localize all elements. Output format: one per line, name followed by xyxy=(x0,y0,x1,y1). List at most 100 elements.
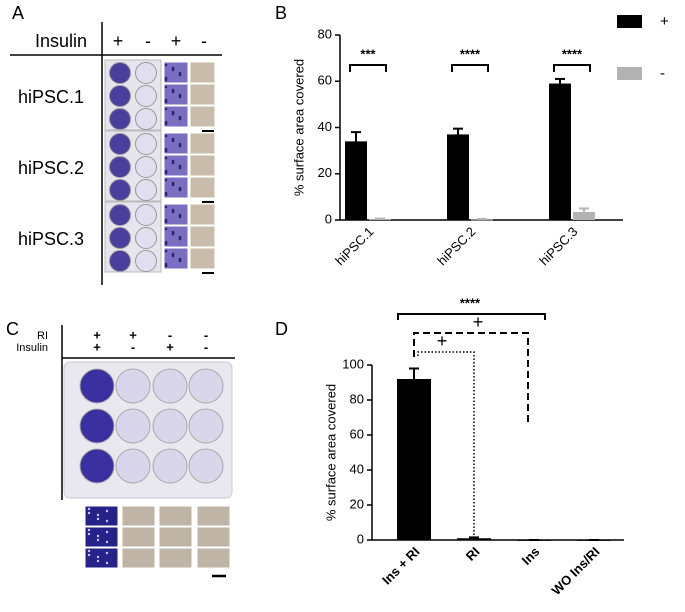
well xyxy=(109,250,131,272)
well xyxy=(115,408,151,444)
table-header: Insulin xyxy=(35,31,87,51)
cell-dot xyxy=(105,551,109,555)
cell-dot xyxy=(164,218,168,222)
y-tick-label: 0 xyxy=(357,531,364,546)
row-label: Insulin xyxy=(16,342,48,354)
micrograph xyxy=(84,505,119,527)
significance-label: + xyxy=(473,312,484,332)
panel-label: B xyxy=(275,3,287,23)
cell-dot xyxy=(87,532,91,536)
micrograph xyxy=(189,154,216,177)
well xyxy=(109,204,131,226)
column-sign: - xyxy=(204,339,208,354)
cell-dot xyxy=(171,66,175,70)
cell-dot xyxy=(171,208,175,212)
well xyxy=(135,227,157,249)
micrograph xyxy=(189,105,216,128)
micrograph xyxy=(163,176,189,199)
y-tick-label: 80 xyxy=(350,391,364,406)
micrograph xyxy=(196,505,231,527)
panel-label: C xyxy=(6,319,19,339)
bar xyxy=(397,379,431,540)
significance-bracket xyxy=(413,332,529,422)
micrograph xyxy=(121,526,156,548)
cell-dot xyxy=(178,93,182,97)
significance-bracket xyxy=(417,351,475,537)
bar xyxy=(447,134,469,220)
cell-dot xyxy=(178,235,182,239)
micrograph xyxy=(189,132,216,155)
column-sign: + xyxy=(166,339,174,354)
x-tick-label: WO Ins/RI xyxy=(549,544,603,598)
cell-dot xyxy=(178,115,182,119)
cell-dot xyxy=(105,561,109,565)
cell-dot xyxy=(164,107,168,111)
micrograph xyxy=(189,225,216,248)
bar xyxy=(345,141,367,220)
micrograph xyxy=(163,225,189,248)
well xyxy=(79,448,115,484)
significance-label: + xyxy=(437,331,448,351)
well xyxy=(152,408,188,444)
bar xyxy=(573,211,595,220)
micrograph xyxy=(84,526,119,548)
significance-bracket xyxy=(553,64,591,72)
cell-dot xyxy=(178,213,182,217)
well xyxy=(135,179,157,201)
row-label: hiPSC.1 xyxy=(18,87,84,107)
cell-dot xyxy=(178,257,182,261)
well xyxy=(109,179,131,201)
micrograph xyxy=(163,132,189,155)
cell-dot xyxy=(164,147,168,151)
column-sign: + xyxy=(129,327,137,342)
cell-dot xyxy=(105,530,109,534)
cell-dot xyxy=(171,159,175,163)
well xyxy=(135,204,157,226)
row-label: hiPSC.2 xyxy=(18,158,84,178)
well xyxy=(115,368,151,404)
micrograph xyxy=(158,547,193,569)
significance-bracket xyxy=(451,64,489,72)
cell-dot xyxy=(87,511,91,515)
well xyxy=(79,408,115,444)
cell-dot xyxy=(96,534,100,538)
micrograph xyxy=(189,247,216,270)
y-tick-label: 40 xyxy=(318,119,332,134)
x-tick-label: hiPSC.1 xyxy=(332,224,376,268)
cell-dot xyxy=(164,134,168,138)
y-axis-label: % surface area covered xyxy=(323,384,338,521)
well xyxy=(109,156,131,178)
bar xyxy=(471,219,493,221)
cell-dot xyxy=(96,555,100,559)
column-sign: + xyxy=(93,339,101,354)
micrograph xyxy=(189,83,216,106)
column-sign: - xyxy=(145,31,151,51)
x-tick-label: hiPSC.3 xyxy=(536,224,580,268)
well xyxy=(135,156,157,178)
significance-bracket xyxy=(349,64,387,72)
y-tick-label: 80 xyxy=(318,26,332,41)
micrograph xyxy=(189,203,216,226)
row-label: RI xyxy=(37,330,48,342)
significance-label: **** xyxy=(562,46,583,61)
cell-dot xyxy=(178,186,182,190)
micrograph xyxy=(189,61,216,84)
micrograph xyxy=(196,547,231,569)
well xyxy=(135,250,157,272)
well xyxy=(109,108,131,130)
micrograph xyxy=(163,203,189,226)
cell-dot xyxy=(96,517,100,521)
y-tick-label: 40 xyxy=(350,461,364,476)
well xyxy=(135,85,157,107)
y-tick-label: 60 xyxy=(318,73,332,88)
well xyxy=(152,448,188,484)
column-sign: + xyxy=(113,31,124,51)
y-tick-label: 20 xyxy=(350,496,364,511)
cell-dot xyxy=(87,507,91,511)
significance-label: **** xyxy=(460,46,481,61)
cell-dot xyxy=(171,110,175,114)
y-tick-label: 100 xyxy=(342,356,364,371)
micrograph xyxy=(163,61,189,84)
